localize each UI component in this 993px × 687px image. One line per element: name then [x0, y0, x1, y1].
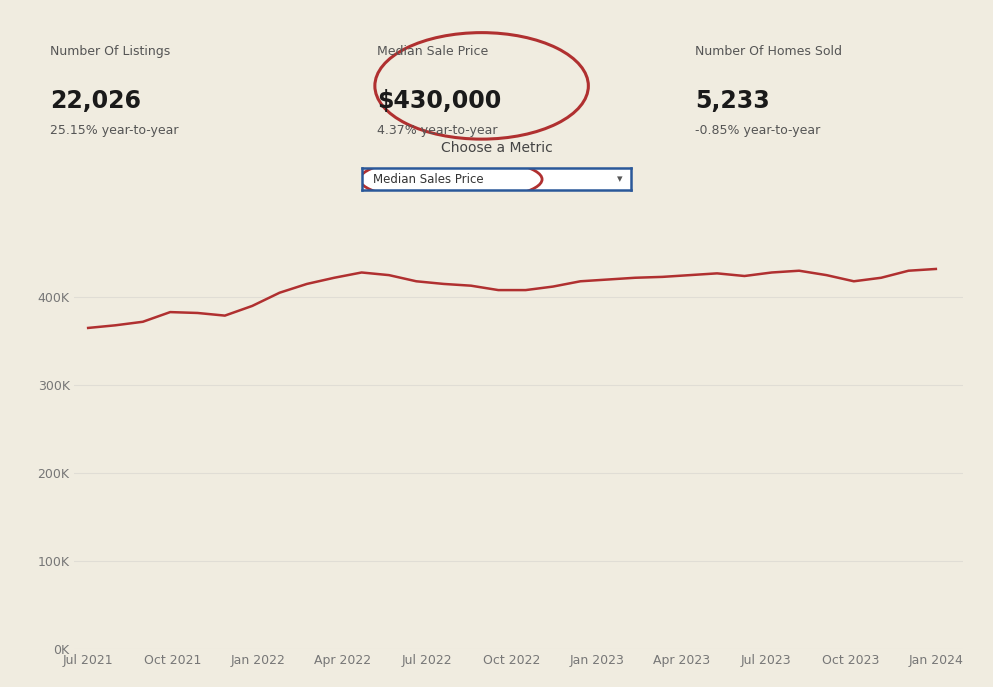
- Text: Number Of Homes Sold: Number Of Homes Sold: [695, 45, 842, 58]
- Text: $430,000: $430,000: [377, 89, 501, 113]
- Text: ▾: ▾: [617, 174, 623, 184]
- Text: -0.85% year-to-year: -0.85% year-to-year: [695, 124, 820, 137]
- Text: Choose a Metric: Choose a Metric: [441, 141, 552, 155]
- Text: Median Sales Price: Median Sales Price: [373, 173, 484, 185]
- Text: 5,233: 5,233: [695, 89, 770, 113]
- Text: Median Sale Price: Median Sale Price: [377, 45, 489, 58]
- Text: 25.15% year-to-year: 25.15% year-to-year: [50, 124, 178, 137]
- Text: Number Of Listings: Number Of Listings: [50, 45, 170, 58]
- Text: 4.37% year-to-year: 4.37% year-to-year: [377, 124, 497, 137]
- Text: 22,026: 22,026: [50, 89, 141, 113]
